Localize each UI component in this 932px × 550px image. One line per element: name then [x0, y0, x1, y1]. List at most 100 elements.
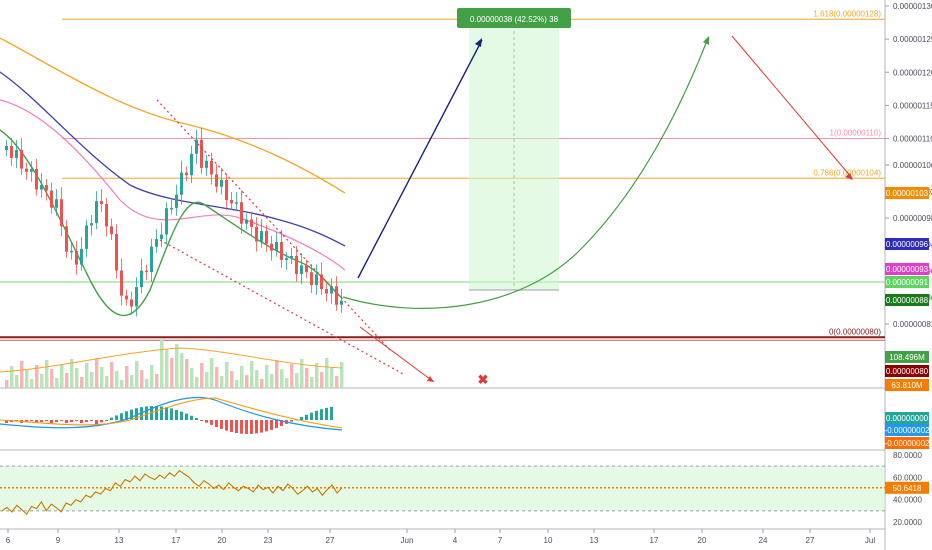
bull-arrow-line — [357, 39, 483, 279]
candle-body — [170, 207, 173, 210]
down-arrow-head — [845, 173, 853, 180]
volume-bar — [305, 368, 309, 388]
volume-bar — [130, 375, 134, 388]
volume-bar — [200, 363, 204, 388]
macd-histogram-bar — [215, 420, 218, 428]
candle-body — [5, 146, 8, 150]
macd-histogram-bar — [235, 420, 238, 434]
price-tick-label: 0.00000130 — [893, 2, 932, 11]
volume-bar — [110, 362, 114, 388]
candle-body — [125, 295, 128, 300]
macd-histogram-bar — [5, 420, 8, 423]
ma-pink-line — [0, 99, 346, 271]
candle-body — [335, 286, 338, 305]
macd-histogram-bar — [95, 420, 98, 425]
volume-bar — [250, 361, 254, 388]
candle-body — [185, 172, 188, 176]
price-badge — [885, 238, 929, 250]
macd-histogram-bar — [275, 420, 278, 429]
candle-body — [100, 201, 103, 205]
macd-histogram-bar — [245, 420, 248, 434]
candle-body — [180, 172, 183, 195]
rsi-tick-label: 40.0000 — [893, 496, 922, 505]
volume-bar — [310, 377, 314, 388]
rsi-line — [1, 469, 343, 516]
candle-body — [210, 160, 213, 175]
macd-histogram-bar — [265, 420, 268, 432]
macd-histogram-bar — [170, 408, 173, 420]
price-tick-label: 0.00000110 — [893, 135, 932, 144]
volume-bar — [140, 370, 144, 388]
volume-bar — [45, 360, 49, 388]
date-tick-label: 4 — [453, 536, 458, 545]
macd-histogram-bar — [175, 409, 178, 420]
candle-body — [40, 184, 43, 190]
macd-badge-label: 0.00000000 — [886, 414, 929, 423]
candle-body — [310, 272, 313, 286]
volume-bar — [300, 359, 304, 388]
volume-bar — [150, 365, 154, 388]
bull-arrow-head — [475, 38, 482, 47]
macd-badge — [885, 412, 929, 424]
down-arrow-line — [731, 35, 853, 179]
candle-body — [70, 250, 73, 253]
target-label-text: 0.00000038 (42.52%) 38 — [470, 15, 559, 24]
macd-histogram-bar — [160, 406, 163, 420]
volume-bar — [195, 377, 199, 388]
candle-body — [95, 201, 98, 224]
volume-bar — [270, 374, 274, 388]
volume-bar — [185, 359, 189, 388]
macd-histogram-bar — [100, 420, 103, 423]
macd-histogram-bar — [300, 416, 303, 420]
macd-histogram-bar — [75, 420, 78, 421]
date-tick-label: 9 — [56, 536, 61, 545]
candle-body — [155, 239, 158, 247]
macd-badge — [885, 437, 929, 449]
macd-histogram-bar — [110, 417, 113, 420]
candle-body — [150, 246, 153, 272]
macd-histogram-bar — [50, 420, 53, 423]
date-tick-label: 27 — [806, 536, 815, 545]
volume-bar — [105, 376, 109, 388]
volume-bar — [125, 366, 129, 388]
macd-histogram-bar — [125, 411, 128, 420]
fib-level-label: 0(0.00000080) — [829, 327, 881, 336]
candle-body — [165, 208, 168, 235]
rsi-tick-label: 80.0000 — [893, 451, 922, 460]
macd-histogram-bar — [80, 420, 83, 423]
volume-bar — [100, 367, 104, 388]
volume-bar — [285, 378, 289, 388]
volume-bar — [175, 344, 179, 388]
candle-body — [295, 256, 298, 274]
candle-body — [275, 242, 278, 251]
date-tick-label: 20 — [218, 536, 227, 545]
macd-histogram-bar — [205, 420, 208, 423]
macd-histogram-bar — [200, 420, 203, 421]
macd-histogram-bar — [45, 420, 48, 421]
price-badge-label: 0.00000088 — [886, 296, 929, 305]
volume-bar — [60, 364, 64, 388]
candle-body — [60, 199, 63, 227]
volume-bar — [155, 374, 159, 388]
ma-blue-line — [0, 71, 346, 247]
price-tick-label: 0.00000120 — [893, 68, 932, 77]
macd-histogram-bar — [230, 420, 233, 432]
macd-histogram-bar — [225, 420, 228, 431]
fib-level-label: 1.618(0.00000128) — [813, 9, 881, 18]
date-tick-label: Jun — [401, 536, 414, 545]
volume-bar — [260, 379, 264, 388]
bear-arrow-head — [427, 376, 434, 382]
volume-bar — [210, 358, 214, 388]
volume-bar — [280, 369, 284, 388]
volume-bar — [85, 363, 89, 388]
macd-histogram-bar — [165, 407, 168, 420]
macd-histogram-bar — [220, 420, 223, 429]
candle-body — [85, 225, 88, 249]
rsi-tick-label: 60.0000 — [893, 473, 922, 482]
volume-bar — [335, 376, 339, 388]
volume-bar — [90, 372, 94, 388]
macd-histogram-bar — [310, 412, 313, 420]
macd-badge-label: -0.00000002 — [885, 439, 930, 448]
macd-histogram-bar — [290, 420, 293, 422]
